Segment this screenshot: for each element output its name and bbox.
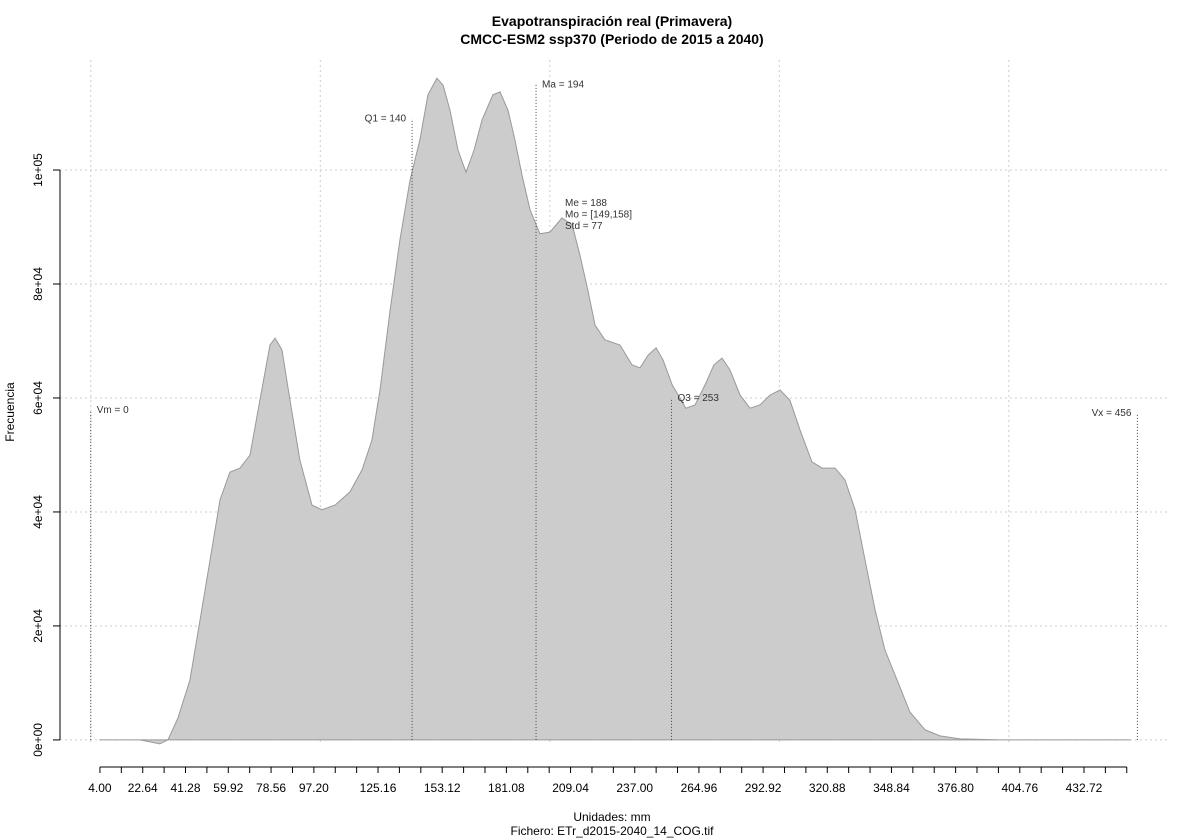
stats-label: Mo = [149,158] <box>565 210 632 221</box>
x-tick-label: 209.04 <box>552 781 589 795</box>
x-tick-label: 432.72 <box>1066 781 1103 795</box>
x-tick-label: 78.56 <box>256 781 286 795</box>
y-tick-label: 1e+05 <box>31 153 45 187</box>
x-tick-label: 41.28 <box>170 781 200 795</box>
density-area <box>99 77 1131 745</box>
marker-label: Q3 = 253 <box>677 393 719 404</box>
x-tick-label: 181.08 <box>488 781 525 795</box>
x-tick-label: 264.96 <box>681 781 718 795</box>
marker-label: Q1 = 140 <box>365 114 407 125</box>
marker-label: Ma = 194 <box>542 80 584 91</box>
stats-label: Me = 188 <box>565 198 607 209</box>
y-tick-label: 6e+04 <box>31 381 45 415</box>
y-axis-label: Frecuencia <box>3 382 17 442</box>
x-tick-label: 404.76 <box>1001 781 1038 795</box>
x-tick-label: 125.16 <box>360 781 397 795</box>
y-tick-label: 8e+04 <box>31 267 45 301</box>
marker-label: Vm = 0 <box>97 405 129 416</box>
x-tick-label: 376.80 <box>937 781 974 795</box>
x-tick-label: 153.12 <box>424 781 461 795</box>
x-tick-label: 320.88 <box>809 781 846 795</box>
y-tick-label: 2e+04 <box>31 609 45 643</box>
x-tick-label: 348.84 <box>873 781 910 795</box>
y-tick-label: 4e+04 <box>31 495 45 529</box>
x-tick-label: 22.64 <box>128 781 158 795</box>
x-tick-label: 237.00 <box>616 781 653 795</box>
x-axis-label: Unidades: mm <box>573 810 650 824</box>
x-tick-label: 59.92 <box>213 781 243 795</box>
chart-title: Evapotranspiración real (Primavera) <box>492 13 732 29</box>
x-tick-label: 4.00 <box>88 781 112 795</box>
footnote: Fichero: ETr_d2015-2040_14_COG.tif <box>511 824 715 838</box>
marker-label: Vx = 456 <box>1092 408 1132 419</box>
y-tick-label: 0e+00 <box>31 723 45 757</box>
chart-subtitle: CMCC-ESM2 ssp370 (Periodo de 2015 a 2040… <box>460 31 763 47</box>
stats-label: Std = 77 <box>565 221 603 232</box>
x-tick-label: 97.20 <box>299 781 329 795</box>
x-tick-label: 292.92 <box>745 781 782 795</box>
